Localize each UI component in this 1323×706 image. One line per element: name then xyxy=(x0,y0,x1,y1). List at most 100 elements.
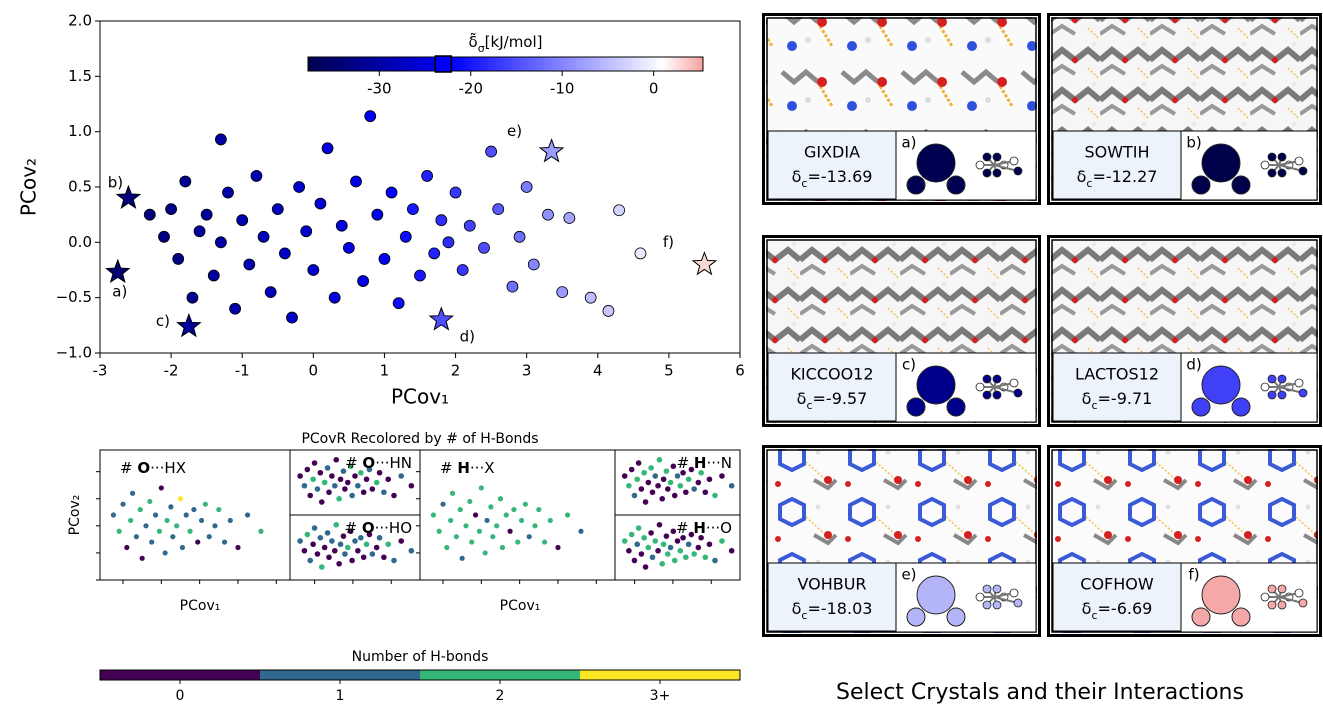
point xyxy=(153,512,158,517)
panel-title: # H···X xyxy=(440,459,495,477)
molecule-atom xyxy=(993,601,1001,609)
point xyxy=(557,287,568,298)
info-box xyxy=(1053,131,1181,199)
point xyxy=(702,554,708,560)
point xyxy=(634,541,640,547)
panel-title-part: ···N xyxy=(706,454,732,472)
point xyxy=(308,265,319,276)
point xyxy=(652,473,658,479)
point xyxy=(443,237,454,248)
point xyxy=(519,518,524,523)
point xyxy=(448,518,453,523)
point xyxy=(325,465,331,471)
point xyxy=(409,548,415,554)
point xyxy=(639,486,645,492)
point xyxy=(345,480,351,486)
hbond-panel: # H···O xyxy=(615,515,740,580)
molecule-atom xyxy=(976,383,984,391)
point xyxy=(174,523,179,528)
crystal-name: COFHOW xyxy=(1080,575,1154,594)
crystal-panel: COFHOWδc=-6.69f) xyxy=(1049,447,1321,636)
point xyxy=(319,564,325,570)
panel-title-part: H xyxy=(457,459,470,477)
point xyxy=(305,467,311,473)
molecule-atom xyxy=(1299,167,1307,175)
point xyxy=(707,476,713,482)
point xyxy=(370,486,376,492)
info-box xyxy=(1053,563,1181,631)
point xyxy=(677,483,683,489)
molecule-atom xyxy=(993,169,1001,177)
point xyxy=(457,265,468,276)
point xyxy=(187,292,198,303)
point xyxy=(391,558,397,564)
point xyxy=(493,204,504,215)
star-label: c) xyxy=(156,312,170,330)
point xyxy=(437,529,442,534)
point xyxy=(479,485,484,490)
molecule-atom xyxy=(1014,389,1022,397)
colorbar-title-part: σ xyxy=(478,42,485,55)
point xyxy=(415,270,426,281)
point xyxy=(326,554,332,560)
x-axis-label: PCov₁ xyxy=(500,598,541,614)
colorbar xyxy=(308,57,703,71)
point xyxy=(187,529,192,534)
point xyxy=(398,538,404,544)
page: Select Crystals and their Interactions -… xyxy=(0,0,1323,706)
point xyxy=(223,187,234,198)
point xyxy=(458,507,463,512)
point xyxy=(712,493,718,499)
colorbar-tick-label: 1 xyxy=(336,688,345,704)
point xyxy=(128,518,133,523)
molecule-atom xyxy=(993,585,1001,593)
molecule-atom xyxy=(1010,379,1018,387)
x-tick-label: -2 xyxy=(164,362,179,380)
panel-title-part: ···HN xyxy=(375,454,412,472)
point xyxy=(657,522,663,528)
point xyxy=(312,525,318,531)
crystal-panel: LACTOS12δc=-9.71d) xyxy=(1049,237,1321,426)
point xyxy=(675,473,681,479)
molecule-atom xyxy=(1278,153,1286,161)
molecule-atom xyxy=(1268,375,1276,383)
point xyxy=(564,212,575,223)
crystal-name: LACTOS12 xyxy=(1075,365,1159,384)
point xyxy=(668,545,674,551)
crystal-panel: VOHBURδc=-18.03e) xyxy=(764,447,1040,636)
crystal-letter: d) xyxy=(1186,356,1201,374)
point xyxy=(657,457,663,463)
point xyxy=(385,541,391,547)
point xyxy=(665,486,671,492)
point xyxy=(702,489,708,495)
point xyxy=(332,548,338,554)
point xyxy=(634,476,640,482)
delta-symbol: δ xyxy=(1082,389,1092,408)
molecule-atom xyxy=(993,153,1001,161)
point xyxy=(521,182,532,193)
x-tick-label: -3 xyxy=(93,362,108,380)
icon-small xyxy=(1232,176,1250,194)
point xyxy=(629,532,635,538)
point xyxy=(329,292,340,303)
point xyxy=(345,545,351,551)
point xyxy=(460,556,465,561)
point xyxy=(305,532,311,538)
point xyxy=(719,473,725,479)
point xyxy=(180,176,191,187)
point xyxy=(444,545,449,550)
point xyxy=(143,523,148,528)
point xyxy=(364,541,370,547)
point xyxy=(507,281,518,292)
y-tick-label: 0.5 xyxy=(68,178,92,196)
hbond-panel: # O···HN xyxy=(290,450,420,515)
colorbar-tick-label: 3+ xyxy=(650,688,671,704)
main-chart: -3-2-10123456−1.0−0.50.00.51.01.52.0PCov… xyxy=(17,12,745,409)
point xyxy=(686,476,692,482)
colorbar-title-part: [kJ/mol] xyxy=(485,33,543,51)
molecule-atom xyxy=(1278,169,1286,177)
point xyxy=(215,237,226,248)
molecule-atom xyxy=(1278,585,1286,593)
point xyxy=(646,545,652,551)
colorbar-segment xyxy=(420,670,580,680)
